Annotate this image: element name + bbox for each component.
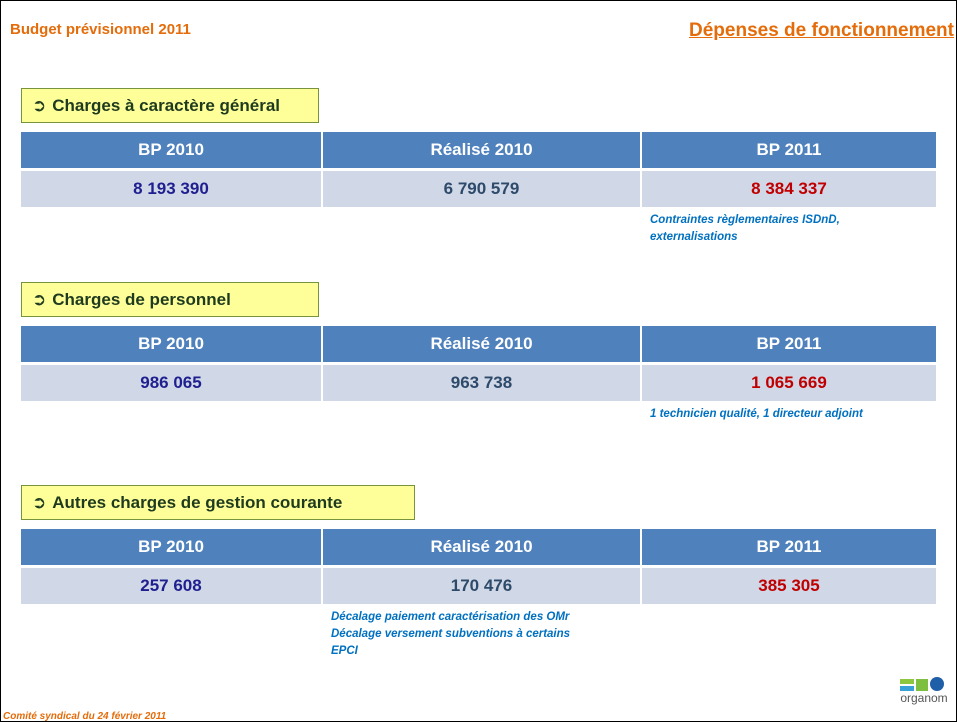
value-cell: 986 065 (21, 365, 321, 401)
logo-text: organom (900, 691, 947, 705)
section-heading-text: Autres charges de gestion courante (52, 493, 343, 512)
arrow-icon: ➲ (32, 96, 47, 116)
column-header: BP 2010 (21, 529, 321, 565)
section-title: Dépenses de fonctionnement (689, 20, 954, 41)
value-cell: 8 384 337 (642, 171, 936, 207)
column-header: Réalisé 2010 (323, 529, 640, 565)
note-line: externalisations (650, 231, 738, 243)
note-line: 1 technicien qualité, 1 directeur adjoin… (650, 408, 863, 420)
section-heading-text: Charges à caractère général (52, 96, 280, 115)
column-header: BP 2011 (642, 132, 936, 168)
value-cell: 257 608 (21, 568, 321, 604)
column-header: Réalisé 2010 (323, 132, 640, 168)
footer-text: Comité syndical du 24 février 2011 (3, 711, 167, 722)
note-line: Contraintes règlementaires ISDnD, (650, 214, 840, 226)
logo: organom (900, 677, 948, 705)
section-heading: ➲ Autres charges de gestion courante (21, 485, 415, 520)
arrow-icon: ➲ (32, 290, 47, 310)
column-header: BP 2011 (642, 529, 936, 565)
value-cell: 6 790 579 (323, 171, 640, 207)
value-cell: 170 476 (323, 568, 640, 604)
slide-title: Budget prévisionnel 2011 (10, 21, 191, 38)
section-heading-text: Charges de personnel (52, 290, 231, 309)
value-cell: 963 738 (323, 365, 640, 401)
column-header: BP 2010 (21, 326, 321, 362)
column-header: BP 2010 (21, 132, 321, 168)
section-heading: ➲ Charges de personnel (21, 282, 319, 317)
note-line: EPCI (331, 645, 358, 657)
note-line: Décalage paiement caractérisation des OM… (331, 611, 570, 623)
column-header: Réalisé 2010 (323, 326, 640, 362)
value-cell: 1 065 669 (642, 365, 936, 401)
column-header: BP 2011 (642, 326, 936, 362)
section-heading: ➲ Charges à caractère général (21, 88, 319, 123)
value-cell: 8 193 390 (21, 171, 321, 207)
value-cell: 385 305 (642, 568, 936, 604)
arrow-icon: ➲ (32, 493, 47, 513)
note-line: Décalage versement subventions à certain… (331, 628, 571, 640)
